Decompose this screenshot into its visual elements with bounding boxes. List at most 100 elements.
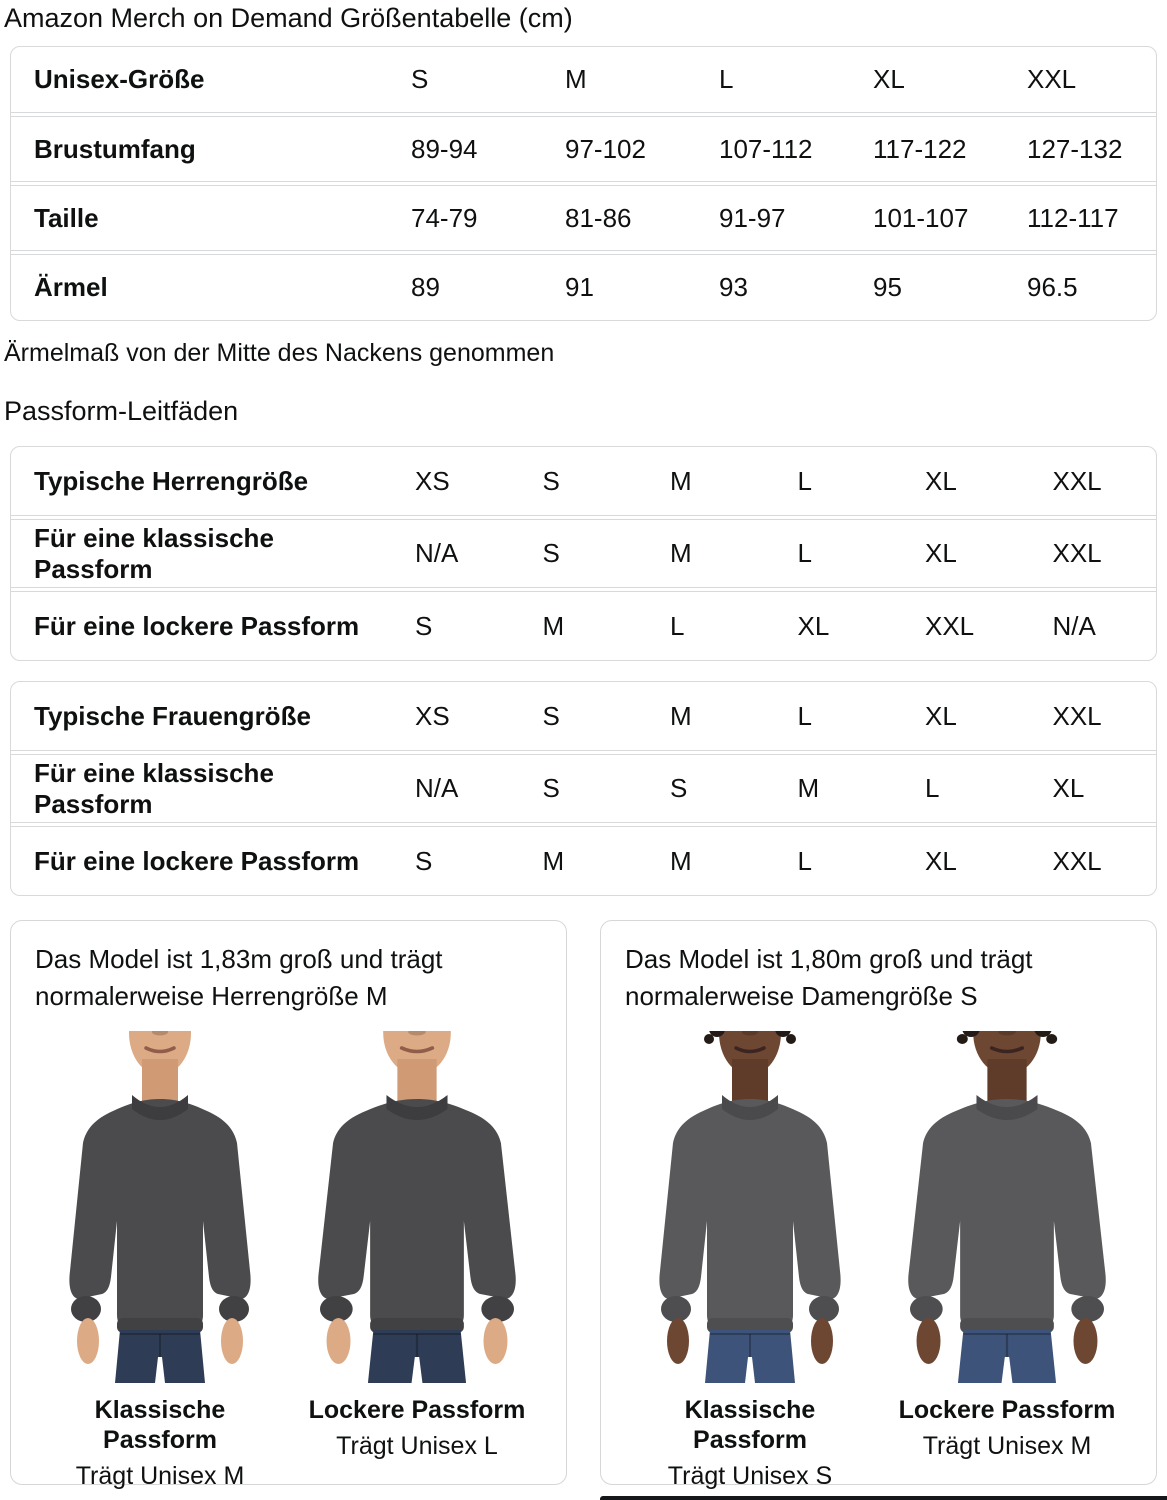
table-cell: 89 (411, 272, 440, 302)
fit-label: Lockere Passform (308, 1396, 526, 1424)
model-cards: Das Model ist 1,83m groß und trägt norma… (10, 920, 1157, 1490)
model-photo-men-classic (50, 1031, 270, 1383)
table-cell: L (670, 610, 685, 641)
table-cell: M (670, 538, 692, 568)
page-title: Amazon Merch on Demand Größentabelle (cm… (4, 3, 573, 33)
unisex-size-table: Unisex-Größe S M L XL XXL Brustumfang 89… (10, 46, 1157, 321)
fit-label: Lockere Passform (898, 1396, 1116, 1424)
table-row-loose-fit: Für eine lockere Passform S M M L XL XXL (11, 826, 1156, 895)
table-cell: S (670, 773, 688, 803)
table-cell: 81-86 (565, 202, 632, 233)
table-row-chest: Brustumfang 89-94 97-102 107-112 117-122… (11, 116, 1156, 182)
table-row-classic-fit: Für eine klassische Passform N/A S M L X… (11, 519, 1156, 588)
table-cell: 91-97 (719, 202, 786, 233)
row-label: Typische Herrengröße (34, 465, 309, 496)
table-cell: M (670, 845, 692, 876)
row-label: Für eine lockere Passform (34, 845, 360, 876)
size-header: S (542, 465, 560, 496)
table-cell: XL (925, 845, 957, 876)
model-description: Das Model ist 1,80m groß und trägt norma… (625, 944, 1033, 1011)
table-cell: 97-102 (565, 133, 646, 164)
model-figure-illustration (907, 1031, 1107, 1383)
next-section-edge (600, 1496, 1167, 1500)
table-cell: XL (797, 610, 830, 641)
table-cell: S (542, 773, 560, 803)
table-cell: M (542, 610, 565, 641)
row-label: Unisex-Größe (34, 64, 205, 94)
size-header: M (670, 465, 692, 496)
size-header: S (411, 64, 429, 94)
table-cell: 112-117 (1027, 202, 1119, 233)
model-figure-illustration (68, 1031, 252, 1383)
table-cell: XL (925, 538, 957, 568)
wears-size-label: Trägt Unisex L (336, 1432, 498, 1460)
size-header: XXL (1027, 64, 1077, 94)
table-cell: XXL (1052, 538, 1102, 568)
size-header: XXL (1052, 465, 1102, 496)
table-cell: 93 (719, 272, 748, 302)
row-label: Für eine lockere Passform (34, 610, 360, 641)
size-header: M (565, 64, 587, 94)
table-cell: 101-107 (873, 202, 969, 233)
table-row-sleeve: Ärmel 89 91 93 95 96.5 (11, 254, 1156, 320)
size-header: XL (925, 465, 957, 496)
table-cell: 107-112 (719, 133, 813, 164)
size-header: S (542, 700, 560, 731)
table-cell: S (415, 610, 433, 641)
model-description: Das Model ist 1,83m groß und trägt norma… (35, 944, 443, 1011)
wears-size-label: Trägt Unisex S (667, 1462, 833, 1490)
table-header-row: Unisex-Größe S M L XL XXL (11, 47, 1156, 113)
wears-size-label: Trägt Unisex M (75, 1462, 245, 1490)
table-cell: L (797, 845, 812, 876)
table-cell: 96.5 (1027, 272, 1078, 302)
table-header-row: Typische Herrengröße XS S M L XL XXL (11, 447, 1156, 516)
model-photo-women-classic (640, 1031, 860, 1383)
table-cell: M (797, 773, 820, 803)
men-fit-table: Typische Herrengröße XS S M L XL XXL Für… (10, 446, 1157, 661)
model-card-women: Das Model ist 1,80m groß und trägt norma… (600, 920, 1157, 1490)
table-cell: XL (1052, 773, 1085, 803)
table-row-classic-fit: Für eine klassische Passform N/A S S M L… (11, 754, 1156, 823)
table-cell: 127-132 (1027, 133, 1123, 164)
figure-classic-fit: Klassische Passform Trägt Unisex S (639, 1031, 861, 1491)
row-label: Für eine klassische Passform (34, 757, 274, 819)
table-cell: 95 (873, 272, 902, 302)
table-header-row: Typische Frauengröße XS S M L XL XXL (11, 682, 1156, 751)
model-figure-illustration (658, 1031, 842, 1383)
women-fit-table: Typische Frauengröße XS S M L XL XXL Für… (10, 681, 1157, 896)
table-cell: XXL (925, 610, 975, 641)
figure-loose-fit: Lockere Passform Trägt Unisex M (896, 1031, 1118, 1491)
model-card-men: Das Model ist 1,83m groß und trägt norma… (10, 920, 567, 1490)
table-cell: 74-79 (411, 202, 478, 233)
size-header: L (719, 64, 734, 94)
model-photo-men-loose (307, 1031, 527, 1383)
size-header: XL (925, 700, 957, 731)
size-header: XXL (1052, 700, 1102, 731)
row-label: Brustumfang (34, 133, 196, 164)
model-photo-women-loose (897, 1031, 1117, 1383)
table-cell: S (415, 845, 433, 876)
size-header: XL (873, 64, 905, 94)
table-cell: 91 (565, 272, 594, 302)
table-row-loose-fit: Für eine lockere Passform S M L XL XXL N… (11, 591, 1156, 660)
size-header: L (797, 465, 812, 496)
size-header: L (797, 700, 812, 731)
row-label: Taille (34, 202, 99, 233)
sleeve-measurement-note: Ärmelmaß von der Mitte des Nackens genom… (4, 339, 555, 367)
fit-label: Klassische Passform (94, 1396, 226, 1454)
model-figures: Klassische Passform Trägt Unisex S Locke… (625, 1031, 1132, 1491)
figure-loose-fit: Lockere Passform Trägt Unisex L (306, 1031, 528, 1491)
table-cell: N/A (1052, 610, 1096, 641)
table-cell: S (542, 538, 560, 568)
table-cell: N/A (415, 773, 459, 803)
table-cell: L (925, 773, 940, 803)
table-cell: 117-122 (873, 133, 967, 164)
figure-classic-fit: Klassische Passform Trägt Unisex M (49, 1031, 271, 1491)
size-header: M (670, 700, 692, 731)
row-label: Für eine klassische Passform (34, 522, 274, 584)
table-cell: M (542, 845, 565, 876)
size-header: XS (415, 465, 450, 496)
wears-size-label: Trägt Unisex M (922, 1432, 1092, 1460)
table-row-waist: Taille 74-79 81-86 91-97 101-107 112-117 (11, 185, 1156, 251)
